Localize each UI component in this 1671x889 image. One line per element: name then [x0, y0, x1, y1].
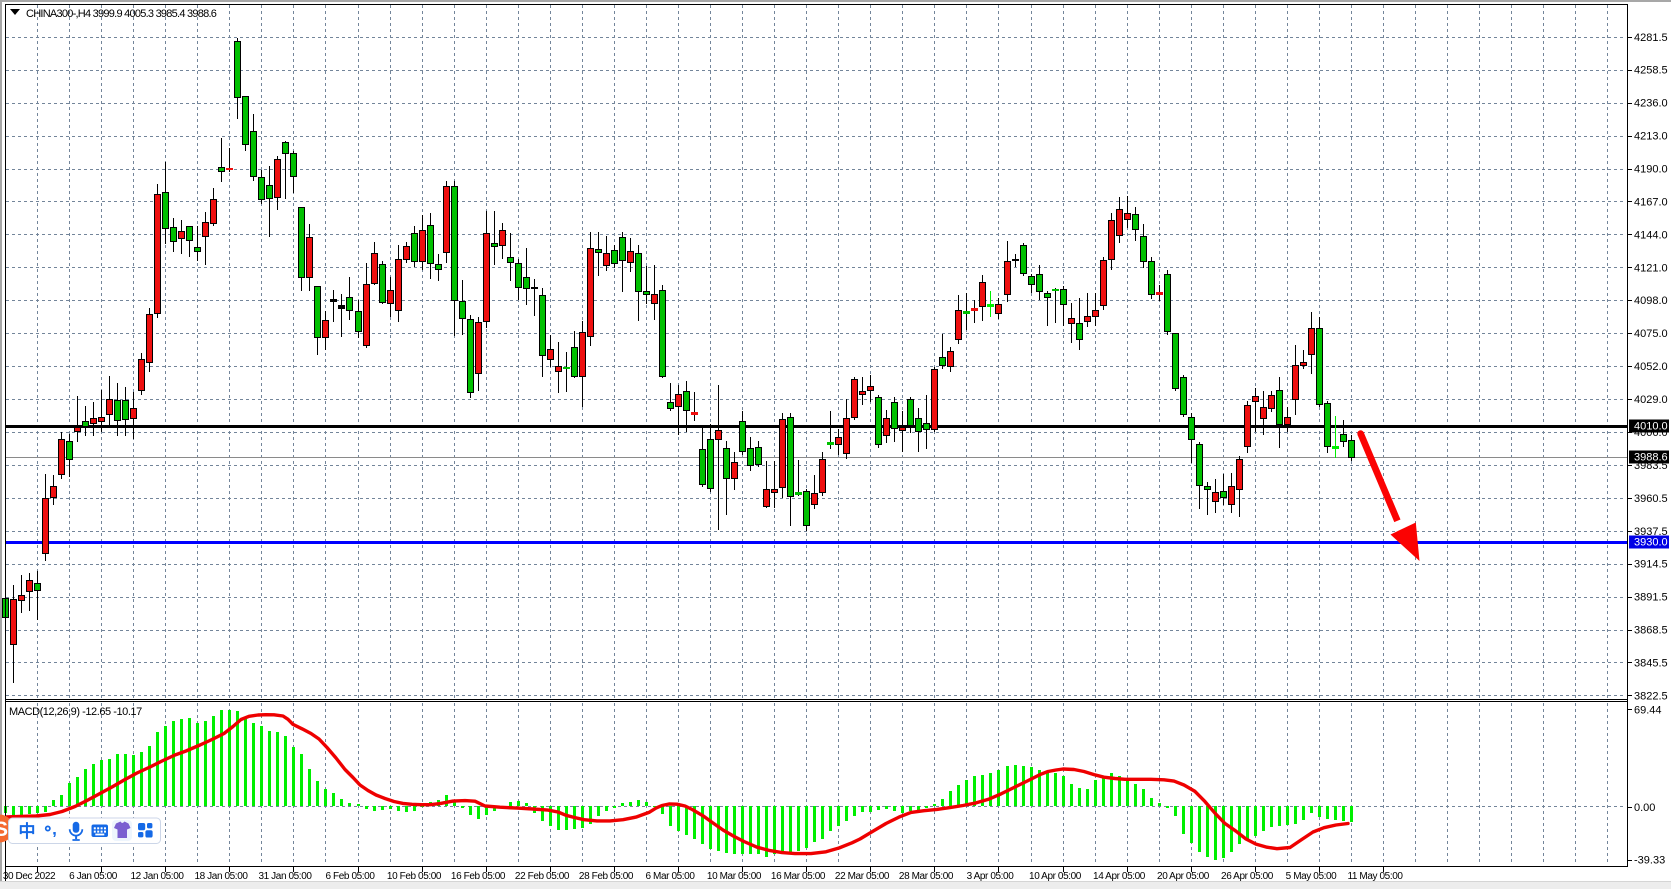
svg-text:3960.5: 3960.5 — [1634, 493, 1668, 505]
svg-text:-39.33: -39.33 — [1634, 855, 1665, 867]
svg-text:16 Feb 05:00: 16 Feb 05:00 — [451, 871, 506, 882]
svg-text:5 May 05:00: 5 May 05:00 — [1286, 871, 1337, 882]
svg-text:CHINA300-,H4 3999.9 4005.3 39: CHINA300-,H4 3999.9 4005.3 3985.4 3988.6 — [26, 8, 217, 20]
svg-text:3937.5: 3937.5 — [1634, 526, 1668, 538]
svg-text:6 Mar 05:00: 6 Mar 05:00 — [646, 871, 696, 882]
svg-text:S: S — [0, 818, 8, 841]
svg-text:10 Mar 05:00: 10 Mar 05:00 — [707, 871, 762, 882]
svg-text:3822.5: 3822.5 — [1634, 690, 1668, 702]
svg-text:3914.5: 3914.5 — [1634, 559, 1668, 571]
svg-text:26 Apr 05:00: 26 Apr 05:00 — [1221, 871, 1274, 882]
svg-text:30 Dec 2022: 30 Dec 2022 — [3, 871, 56, 882]
svg-text:,: , — [52, 820, 57, 839]
svg-text:10 Feb 05:00: 10 Feb 05:00 — [387, 871, 442, 882]
svg-text:22 Mar 05:00: 22 Mar 05:00 — [835, 871, 890, 882]
svg-text:31 Jan 05:00: 31 Jan 05:00 — [258, 871, 312, 882]
svg-text:4213.0: 4213.0 — [1634, 131, 1668, 143]
svg-text:4010.0: 4010.0 — [1634, 421, 1668, 433]
svg-text:4281.5: 4281.5 — [1634, 32, 1668, 44]
svg-text:14 Apr 05:00: 14 Apr 05:00 — [1093, 871, 1146, 882]
svg-text:6 Jan 05:00: 6 Jan 05:00 — [69, 871, 118, 882]
svg-text:3845.5: 3845.5 — [1634, 658, 1668, 670]
svg-text:10 Apr 05:00: 10 Apr 05:00 — [1029, 871, 1082, 882]
svg-text:3930.0: 3930.0 — [1634, 537, 1668, 549]
svg-text:20 Apr 05:00: 20 Apr 05:00 — [1157, 871, 1210, 882]
svg-text:中: 中 — [19, 821, 36, 841]
svg-text:4075.0: 4075.0 — [1634, 328, 1668, 340]
svg-text:11 May 05:00: 11 May 05:00 — [1347, 871, 1403, 882]
svg-text:MACD(12,26,9) -12.65 -10.17: MACD(12,26,9) -12.65 -10.17 — [9, 706, 142, 718]
svg-text:4144.0: 4144.0 — [1634, 229, 1668, 241]
svg-text:4258.5: 4258.5 — [1634, 65, 1668, 77]
svg-text:3891.5: 3891.5 — [1634, 592, 1668, 604]
svg-text:4098.0: 4098.0 — [1634, 295, 1668, 307]
svg-text:28 Feb 05:00: 28 Feb 05:00 — [579, 871, 634, 882]
svg-text:4029.0: 4029.0 — [1634, 394, 1668, 406]
svg-text:69.44: 69.44 — [1634, 704, 1662, 716]
svg-text:4236.0: 4236.0 — [1634, 98, 1668, 110]
svg-text:3 Apr 05:00: 3 Apr 05:00 — [967, 871, 1015, 882]
svg-text:12 Jan 05:00: 12 Jan 05:00 — [130, 871, 184, 882]
svg-text:18 Jan 05:00: 18 Jan 05:00 — [194, 871, 248, 882]
svg-text:4052.0: 4052.0 — [1634, 361, 1668, 373]
svg-text:22 Feb 05:00: 22 Feb 05:00 — [515, 871, 570, 882]
svg-text:28 Mar 05:00: 28 Mar 05:00 — [899, 871, 954, 882]
svg-text:3988.6: 3988.6 — [1634, 452, 1668, 464]
svg-text:0.00: 0.00 — [1634, 802, 1655, 814]
svg-text:4121.0: 4121.0 — [1634, 262, 1668, 274]
svg-text:3868.5: 3868.5 — [1634, 625, 1668, 637]
svg-text:16 Mar 05:00: 16 Mar 05:00 — [771, 871, 826, 882]
svg-text:6 Feb 05:00: 6 Feb 05:00 — [326, 871, 376, 882]
svg-text:4190.0: 4190.0 — [1634, 164, 1668, 176]
svg-text:4167.0: 4167.0 — [1634, 196, 1668, 208]
